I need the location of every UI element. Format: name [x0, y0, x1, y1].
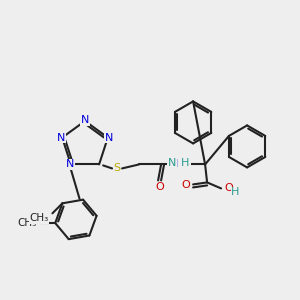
Text: S: S: [113, 164, 121, 173]
Text: O: O: [155, 182, 164, 192]
Text: N: N: [168, 158, 176, 168]
Text: O: O: [224, 183, 233, 194]
Text: H: H: [183, 159, 191, 170]
Text: N: N: [170, 159, 178, 170]
Text: N: N: [81, 115, 89, 125]
Text: CH₃: CH₃: [29, 213, 48, 223]
Text: H: H: [181, 158, 190, 168]
Text: H: H: [231, 188, 239, 197]
Text: N: N: [57, 133, 65, 142]
Text: CH₃: CH₃: [17, 218, 36, 228]
Text: N: N: [66, 159, 74, 170]
Text: N: N: [105, 133, 113, 142]
Text: O: O: [182, 180, 190, 190]
